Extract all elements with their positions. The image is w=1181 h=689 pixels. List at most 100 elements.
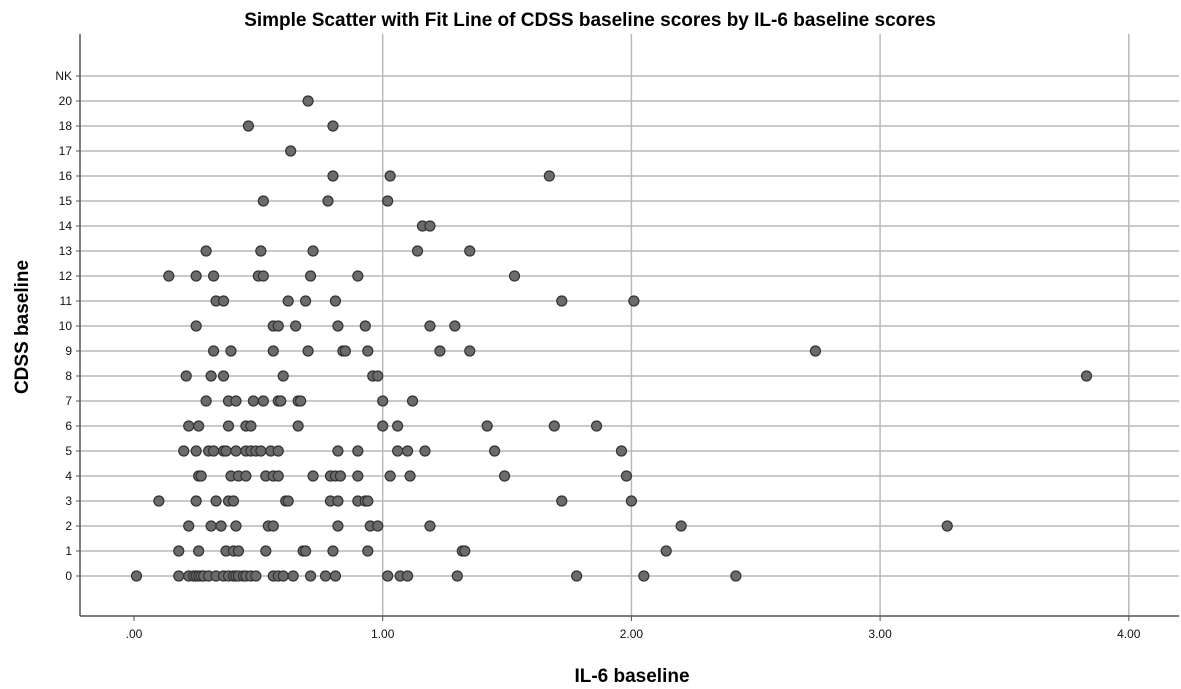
data-point [377, 420, 389, 432]
data-point [424, 520, 436, 532]
y-tick-label: 6 [65, 419, 72, 433]
data-point [359, 320, 371, 332]
data-point [372, 520, 384, 532]
y-tick-label: 16 [59, 169, 73, 183]
data-point [675, 520, 687, 532]
data-point [215, 520, 227, 532]
y-tick-label: 2 [65, 519, 72, 533]
data-point [352, 270, 364, 282]
data-point [404, 470, 416, 482]
data-point [334, 470, 347, 482]
data-point [362, 345, 374, 357]
data-point [332, 495, 344, 507]
data-point [275, 395, 287, 407]
data-point [401, 570, 414, 582]
data-point [190, 320, 202, 332]
data-point [625, 495, 638, 507]
data-points [130, 95, 1093, 582]
data-point [327, 545, 339, 557]
data-point [272, 470, 284, 482]
data-point [282, 495, 294, 507]
data-point [362, 495, 374, 507]
data-point [190, 270, 202, 282]
data-point [220, 445, 232, 457]
data-point [508, 270, 521, 282]
y-tick-label: 11 [60, 294, 73, 308]
data-point [384, 470, 396, 482]
data-point [163, 270, 175, 282]
data-point [242, 120, 255, 132]
data-point [230, 395, 242, 407]
x-tick-label: 4.00 [1117, 627, 1141, 641]
data-point [464, 345, 476, 357]
data-point [153, 495, 165, 507]
data-point [401, 445, 414, 457]
data-point [272, 445, 284, 457]
data-point [200, 245, 212, 257]
data-point [230, 520, 242, 532]
data-point [332, 445, 344, 457]
data-point [392, 420, 404, 432]
data-point [207, 445, 220, 457]
data-point [173, 545, 185, 557]
data-point [195, 470, 207, 482]
y-tick-label: 10 [59, 319, 73, 333]
y-tick-label: 18 [59, 119, 73, 133]
data-point [285, 145, 297, 157]
data-point [292, 420, 304, 432]
data-point [205, 370, 217, 382]
data-point [481, 420, 493, 432]
data-point [222, 420, 235, 432]
data-point [272, 320, 284, 332]
plot-frame [79, 34, 1179, 617]
data-point [809, 345, 822, 357]
data-point [406, 395, 419, 407]
x-tick-label: 1.00 [371, 627, 395, 641]
y-tick-label: 7 [65, 394, 72, 408]
data-point [193, 420, 205, 432]
data-point [434, 345, 446, 357]
y-tick-label: 12 [59, 269, 73, 283]
data-point [178, 445, 190, 457]
data-point [260, 545, 272, 557]
data-point [339, 345, 351, 357]
y-tick-label: 15 [59, 194, 73, 208]
data-point [571, 570, 583, 582]
data-point [217, 295, 230, 307]
data-point [424, 220, 436, 232]
data-point [327, 170, 339, 182]
data-point [207, 345, 220, 357]
data-point [372, 370, 384, 382]
data-point [377, 395, 389, 407]
data-point [660, 545, 672, 557]
data-point [240, 470, 252, 482]
data-point [941, 520, 953, 532]
data-point [232, 545, 245, 557]
y-tick-label: 17 [59, 144, 73, 158]
data-point [459, 545, 471, 557]
data-point [327, 120, 339, 132]
data-point [332, 320, 344, 332]
data-point [411, 245, 424, 257]
chart-title: Simple Scatter with Fit Line of CDSS bas… [244, 10, 936, 31]
y-tick-label: NK [55, 69, 72, 83]
data-point [498, 470, 511, 482]
data-point [173, 570, 185, 582]
data-point [382, 195, 394, 207]
data-point [230, 445, 242, 457]
data-point [210, 495, 222, 507]
y-tick-label: 20 [59, 94, 73, 108]
data-point [183, 420, 195, 432]
data-point [302, 345, 314, 357]
data-point [300, 545, 312, 557]
data-point [277, 370, 289, 382]
data-point [295, 395, 307, 407]
x-axis-ticks: .00 1.00 2.00 3.00 4.00 [126, 616, 1141, 641]
y-tick-label: 13 [59, 244, 73, 258]
data-point [332, 520, 344, 532]
data-point [489, 445, 501, 457]
data-point [620, 470, 633, 482]
y-tick-label: 9 [65, 344, 72, 358]
data-point [392, 445, 404, 457]
